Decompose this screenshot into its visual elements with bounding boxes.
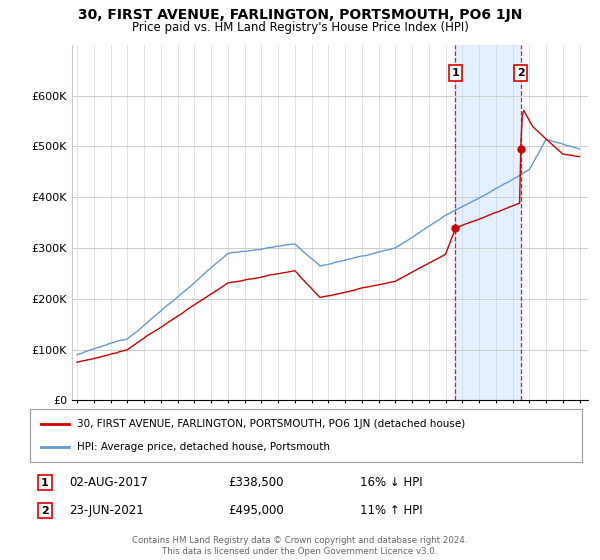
Text: 16% ↓ HPI: 16% ↓ HPI (360, 476, 422, 489)
Text: 1: 1 (41, 478, 49, 488)
Text: £338,500: £338,500 (228, 476, 284, 489)
Text: HPI: Average price, detached house, Portsmouth: HPI: Average price, detached house, Port… (77, 442, 330, 452)
Text: 23-JUN-2021: 23-JUN-2021 (69, 504, 144, 517)
Text: £495,000: £495,000 (228, 504, 284, 517)
Text: 2: 2 (517, 68, 524, 78)
Text: Price paid vs. HM Land Registry's House Price Index (HPI): Price paid vs. HM Land Registry's House … (131, 21, 469, 34)
Text: 30, FIRST AVENUE, FARLINGTON, PORTSMOUTH, PO6 1JN: 30, FIRST AVENUE, FARLINGTON, PORTSMOUTH… (78, 8, 522, 22)
Text: 02-AUG-2017: 02-AUG-2017 (69, 476, 148, 489)
Text: 11% ↑ HPI: 11% ↑ HPI (360, 504, 422, 517)
Text: 2: 2 (41, 506, 49, 516)
Text: 1: 1 (451, 68, 459, 78)
Text: 30, FIRST AVENUE, FARLINGTON, PORTSMOUTH, PO6 1JN (detached house): 30, FIRST AVENUE, FARLINGTON, PORTSMOUTH… (77, 419, 465, 429)
Text: Contains HM Land Registry data © Crown copyright and database right 2024.
This d: Contains HM Land Registry data © Crown c… (132, 536, 468, 556)
